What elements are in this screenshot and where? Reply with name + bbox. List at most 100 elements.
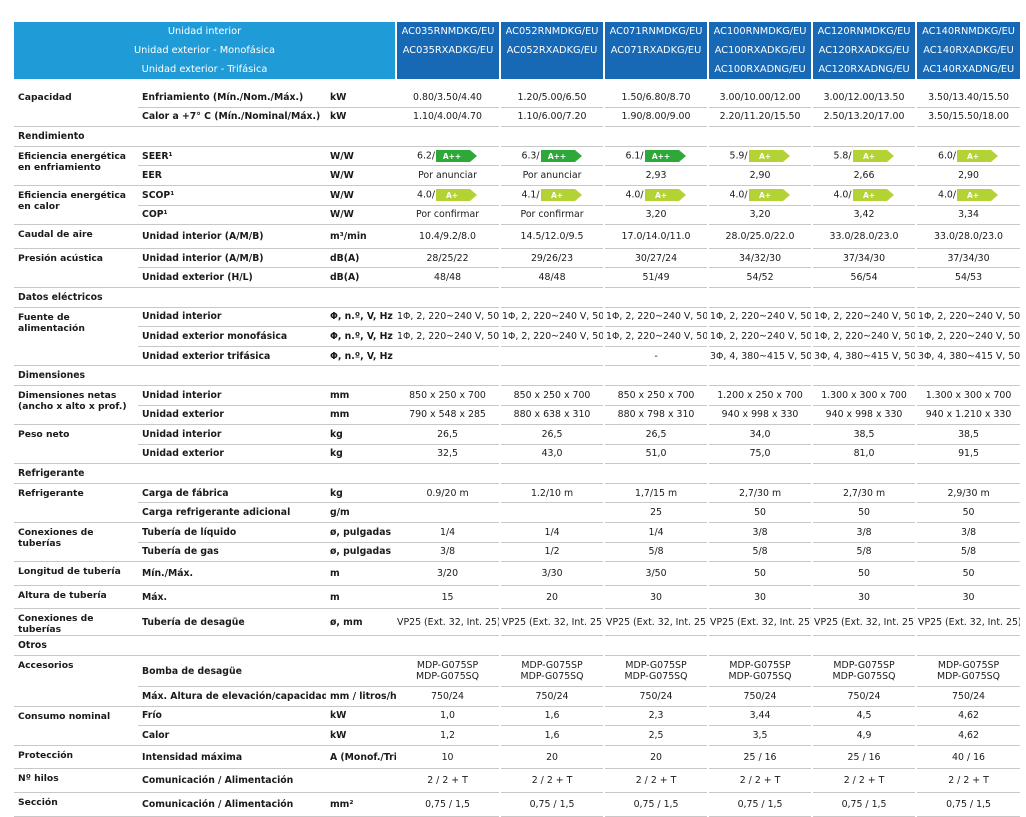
value-text: 26,5 xyxy=(541,428,563,440)
value-text: 750/24 xyxy=(431,690,465,702)
header-label: Unidad exterior - Monofásica xyxy=(14,41,397,60)
value: 1Φ, 2, 220~240 V, 50 Hz xyxy=(811,307,917,328)
value-text: 1.300 x 300 x 700 xyxy=(925,389,1012,401)
data-row: Dimensiones netas (ancho x alto x prof.)… xyxy=(14,385,1021,426)
value-text: 880 x 798 x 310 xyxy=(617,409,695,421)
value-line: MDP-G075SQ xyxy=(416,671,480,683)
header-row: Unidad interior AC035RNMDKG/EU AC052RNMDKG… xyxy=(14,22,1021,41)
data-row: Calor kW 1,2 1,6 2,5 3,5 4,9 4,62 xyxy=(14,725,1021,746)
value: 0,75 / 1,5 xyxy=(603,792,709,817)
value: 33.0/28.0/23.0 xyxy=(915,224,1021,249)
value: 10 xyxy=(396,745,501,770)
model-name: AC071RXADKG/EU xyxy=(603,41,709,60)
value-text: 750/24 xyxy=(639,690,673,702)
value-line: MDP-G075SQ xyxy=(520,671,584,683)
unit xyxy=(326,655,397,688)
value-line: MDP-G075SQ xyxy=(728,671,792,683)
value: VP25 (Ext. 32, Int. 25) xyxy=(499,608,605,637)
data-row: Unidad exterior monofásica Φ, n.º, V, Hz 1… xyxy=(14,326,1021,347)
badge-arrow xyxy=(644,189,686,202)
energy-badge: A+ xyxy=(748,150,790,163)
row-label: Máx. xyxy=(138,585,326,610)
value: Por anunciar xyxy=(499,165,605,186)
row-label: Unidad exterior (H/L) xyxy=(138,267,326,288)
badge-label: A++ xyxy=(547,152,565,161)
value-text: 3.00/10.00/12.00 xyxy=(719,91,801,103)
value: 28.0/25.0/22.0 xyxy=(707,224,813,249)
value: 26,5 xyxy=(603,424,709,445)
badge-arrow xyxy=(540,150,582,163)
value-text: 2,90 xyxy=(958,170,979,182)
value-text: 26,5 xyxy=(645,428,667,440)
value: 33.0/28.0/23.0 xyxy=(811,224,917,249)
value: 75,0 xyxy=(707,444,813,465)
value: MDP-G075SP MDP-G075SQ xyxy=(707,655,813,688)
model-name: AC035RXADKG/EU xyxy=(395,41,501,60)
badge-label: A+ xyxy=(551,191,563,200)
badge-label: A++ xyxy=(651,152,669,161)
value-text: 3,42 xyxy=(853,209,875,221)
value-text: 1Φ, 2, 220~240 V, 50 Hz xyxy=(606,330,709,342)
data-row: Longitud de tubería Mín./Máx. m 3/20 3/30 3/5… xyxy=(14,561,1021,586)
value: 4.0/A+ xyxy=(603,185,709,206)
model-name: AC052RXADKG/EU xyxy=(499,41,605,60)
value-text: 25 xyxy=(650,507,662,519)
value: 20 xyxy=(603,745,709,770)
unit: m xyxy=(326,561,397,586)
value: 1.2/10 m xyxy=(499,483,605,504)
energy-badge: A+ xyxy=(957,189,999,202)
value-text: 1Φ, 2, 220~240 V, 50 Hz xyxy=(710,311,813,323)
value-text: 2.50/13.20/17.00 xyxy=(823,111,905,123)
value-text: 1Φ, 2, 220~240 V, 50 Hz xyxy=(918,330,1021,342)
energy-badge: A++ xyxy=(644,150,686,163)
row-label: Unidad interior xyxy=(138,307,326,328)
value: 1.200 x 250 x 700 xyxy=(707,385,813,406)
section-row: Datos eléctricos xyxy=(14,286,1021,308)
value-text: 3/8 xyxy=(960,526,977,538)
unit: dB(A) xyxy=(326,248,397,269)
value-text: 3/30 xyxy=(541,568,563,580)
data-row: Tubería de gas ø, pulgadas 3/8 1/2 5/8 5/8 5/8… xyxy=(14,542,1021,563)
value-text: 3.00/12.00/13.50 xyxy=(823,91,905,103)
value: Por anunciar xyxy=(396,165,501,186)
data-row: Sección Comunicación / Alimentación mm² 0,7… xyxy=(14,792,1021,817)
value: 30 xyxy=(707,585,813,610)
value-text: 1/2 xyxy=(544,546,560,558)
value: 91,5 xyxy=(915,444,1021,465)
spec-table-wrap: Unidad interior AC035RNMDKG/EU AC052RNMDKG… xyxy=(14,22,1021,817)
value: 4.0/A+ xyxy=(811,185,917,206)
value-text: 0,75 / 1,5 xyxy=(529,798,575,810)
value: 1.300 x 300 x 700 xyxy=(915,385,1021,406)
value-text: 37/34/30 xyxy=(842,252,886,264)
value: 880 x 638 x 310 xyxy=(499,405,605,426)
value-text: 1.2/10 m xyxy=(530,487,574,499)
value-text: - xyxy=(654,350,658,362)
unit: m xyxy=(326,585,397,610)
value: 940 x 998 x 330 xyxy=(707,405,813,426)
value: 1,0 xyxy=(396,706,501,727)
badge-label: A+ xyxy=(967,152,979,161)
value-text: 3,20 xyxy=(749,209,771,221)
row-label: Frío xyxy=(138,706,326,727)
value: 26,5 xyxy=(396,424,501,445)
value: 17.0/14.0/11.0 xyxy=(603,224,709,249)
row-label: Calor xyxy=(138,725,326,746)
value-text: 56/54 xyxy=(850,272,878,284)
value: 4,9 xyxy=(811,725,917,746)
value: 3.00/10.00/12.00 xyxy=(707,88,813,108)
spec-body: Unidad interior AC035RNMDKG/EU AC052RNMDKG… xyxy=(14,22,1021,817)
row-label: Enfriamiento (Mín./Nom./Máx.) xyxy=(138,88,326,108)
value-text: VP25 (Ext. 32, Int. 25) xyxy=(710,616,813,628)
value-text: 0,75 / 1,5 xyxy=(737,798,783,810)
unit: ø, mm xyxy=(326,608,397,637)
value: 3/8 xyxy=(396,542,501,563)
data-row: EER W/W Por anunciar Por anunciar 2,93 2,90 2,… xyxy=(14,165,1021,186)
value-text: 4.0/ xyxy=(416,189,436,201)
value: 0.80/3.50/4.40 xyxy=(396,88,501,108)
badge-label: A++ xyxy=(443,152,461,161)
value: 940 x 998 x 330 xyxy=(811,405,917,426)
value: 81,0 xyxy=(811,444,917,465)
value: 38,5 xyxy=(811,424,917,445)
value: 1.20/5.00/6.50 xyxy=(499,88,605,108)
section-row: Otros xyxy=(14,635,1021,657)
